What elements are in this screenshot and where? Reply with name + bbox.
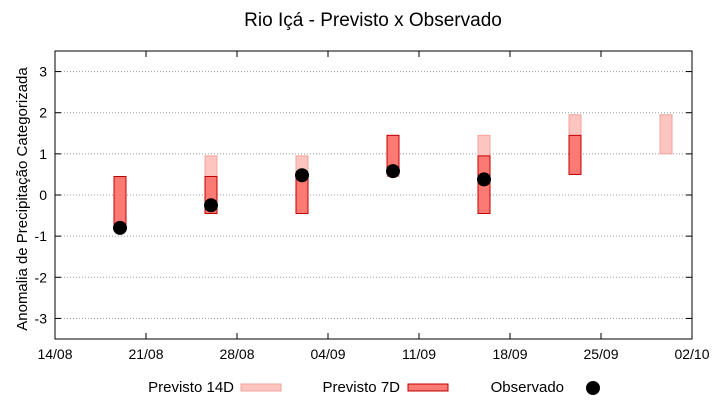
- observed-point: [113, 220, 127, 235]
- chart-title: Rio Içá - Previsto x Observado: [244, 10, 502, 31]
- y-tick-label: 0: [39, 187, 47, 203]
- x-tick-label: 14/08: [37, 346, 72, 362]
- observed-point: [204, 198, 218, 213]
- forecast-7d-box: [568, 134, 582, 175]
- y-axis-label: Anomalia de Precipitação Categorizada: [14, 67, 31, 331]
- x-tick-label: 18/09: [492, 346, 527, 362]
- x-tick-label: 28/08: [219, 346, 254, 362]
- observed-point: [477, 172, 491, 187]
- legend: Previsto 14D Previsto 7D Observado: [148, 379, 600, 396]
- y-tick-label: 3: [39, 64, 47, 80]
- data-marks: [113, 114, 673, 235]
- x-tick-label: 21/08: [128, 346, 163, 362]
- x-tick-label: 11/09: [402, 346, 436, 362]
- forecast-14d-box: [659, 114, 673, 155]
- legend-swatch-14d: [240, 383, 282, 392]
- y-tick-label: -1: [35, 228, 48, 244]
- y-tick-label: 1: [39, 146, 47, 162]
- x-tick-label: 25/09: [583, 346, 618, 362]
- observed-point: [295, 168, 309, 183]
- legend-label-7d: Previsto 7D: [322, 379, 400, 396]
- legend-label-14d: Previsto 14D: [148, 379, 234, 396]
- y-tick-label: 2: [39, 105, 47, 121]
- legend-marker-observed: [586, 381, 600, 395]
- observed-point: [386, 164, 400, 179]
- y-tick-label: -2: [35, 269, 48, 285]
- forecast-7d-box: [113, 175, 127, 229]
- legend-swatch-7d: [407, 383, 449, 392]
- y-tick-label: -3: [35, 310, 48, 326]
- x-tick-label: 02/10: [674, 346, 709, 362]
- grid-lines: [55, 71, 692, 319]
- x-tick-label: 04/09: [310, 346, 345, 362]
- axis-ticks: -3 -2 -1 0 1 2 3 14/08 21/08 28/08 04/09 11/09 18/09…: [35, 51, 710, 362]
- legend-label-observed: Observado: [491, 379, 564, 396]
